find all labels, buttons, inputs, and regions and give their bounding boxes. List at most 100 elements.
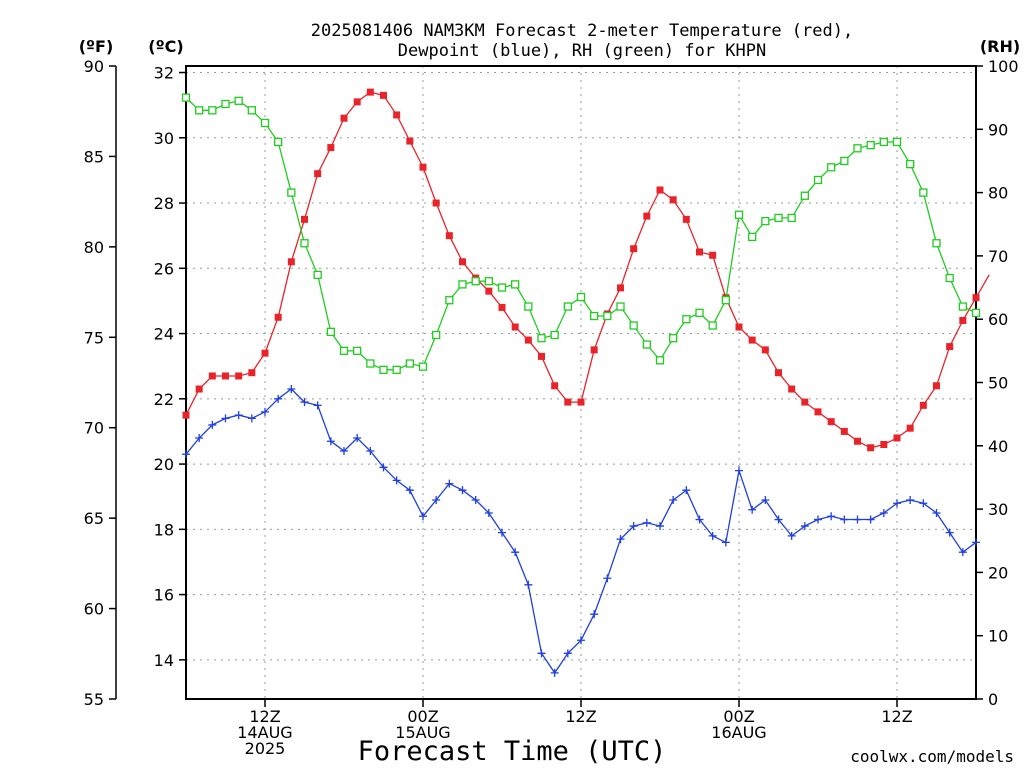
rh-tick-label: 10 — [988, 627, 1008, 646]
temperature-point — [775, 369, 782, 377]
temperature-point — [538, 352, 545, 360]
dewpoint-point — [221, 414, 230, 423]
temperature-point — [972, 294, 980, 302]
temperature-point — [432, 199, 440, 207]
dewpoint-point — [182, 450, 190, 459]
rh-point — [497, 283, 507, 292]
rh-point — [300, 239, 309, 248]
rh-point — [445, 296, 454, 305]
dewpoint-point — [735, 466, 743, 475]
rh-point — [932, 239, 941, 248]
temperature-point — [274, 313, 282, 321]
rh-point — [471, 277, 480, 286]
rh-point — [208, 106, 217, 115]
rh-point — [761, 216, 770, 226]
temperature-point — [222, 372, 229, 380]
dewpoint-point — [695, 515, 704, 524]
temperature-point — [577, 398, 585, 406]
dewpoint-point — [208, 420, 217, 429]
dewpoint-point — [590, 610, 599, 619]
temperature-point — [946, 343, 954, 351]
rh-point — [840, 156, 849, 166]
dewpoint-point — [721, 538, 730, 547]
rh-tick-label: 0 — [988, 690, 998, 709]
x-tick-label: 15AUG — [395, 723, 450, 742]
temperature-point — [919, 401, 927, 409]
temperature-point — [669, 196, 677, 204]
temperature-point — [959, 317, 967, 325]
dewpoint-point — [642, 518, 651, 527]
temperature-point — [867, 444, 875, 452]
temperature-point — [366, 88, 374, 96]
temperature-point — [445, 232, 453, 240]
temperature-point — [840, 427, 848, 435]
dewpoint-point — [195, 433, 204, 442]
fahrenheit-tick-label: 80 — [84, 238, 104, 257]
rh-tick-label: 20 — [988, 563, 1008, 582]
dewpoint-point — [563, 649, 572, 658]
dewpoint-point — [893, 499, 901, 508]
rh-point — [721, 296, 730, 305]
temperature-point — [301, 215, 308, 223]
dewpoint-point — [656, 522, 664, 531]
temperature-point — [419, 163, 427, 171]
dewpoint-point — [484, 509, 493, 518]
rh-point — [892, 137, 902, 147]
dewpoint-point — [814, 515, 822, 524]
rh-point — [919, 188, 928, 197]
dewpoint-point — [669, 495, 678, 504]
temperature-point — [682, 215, 690, 223]
temperature-point — [340, 114, 348, 122]
rh-point — [234, 96, 243, 105]
rh-point — [971, 308, 981, 318]
dewpoint-point — [379, 463, 388, 472]
temperature-point — [696, 248, 703, 256]
celsius-tick-label: 30 — [154, 129, 174, 148]
rh-point — [734, 210, 744, 219]
dewpoint-point — [550, 668, 559, 677]
rh-point — [563, 302, 572, 311]
temperature-point — [235, 372, 243, 380]
temperature-point — [801, 398, 809, 406]
fahrenheit-tick-label: 65 — [84, 509, 104, 528]
rh-point — [537, 334, 546, 343]
x-axis-title: Forecast Time (UTC) — [358, 736, 667, 767]
rh-point — [550, 330, 559, 340]
dewpoint-point — [748, 505, 757, 514]
dewpoint-point — [247, 414, 256, 423]
grid-lines — [186, 66, 976, 699]
temperature-point — [353, 98, 361, 106]
x-tick-label: 00Z — [407, 707, 438, 726]
temperature-point — [208, 372, 216, 380]
rh-point — [432, 330, 441, 340]
fahrenheit-tick-label: 60 — [84, 600, 104, 619]
temperature-point — [854, 437, 861, 445]
celsius-tick-label: 22 — [154, 390, 174, 409]
dewpoint-point — [787, 531, 796, 540]
rh-point — [313, 270, 322, 280]
dewpoint-point — [419, 512, 427, 521]
dewpoint-point — [353, 433, 362, 442]
dewpoint-point — [972, 538, 980, 547]
temperature-point — [893, 434, 901, 442]
temperature-point — [248, 369, 256, 377]
temperature-point — [933, 382, 940, 390]
temperature-point — [630, 245, 638, 253]
rh-point — [629, 321, 638, 330]
temperature-point — [459, 258, 466, 266]
celsius-tick-label: 24 — [154, 325, 174, 344]
dewpoint-point — [445, 479, 454, 488]
temperature-point — [261, 349, 269, 357]
temperature-point — [393, 111, 401, 119]
dewpoint-point — [603, 574, 612, 583]
rh-point — [787, 213, 796, 223]
dewpoint-point — [274, 394, 283, 403]
celsius-tick-label: 18 — [154, 520, 174, 539]
rh-point — [695, 308, 704, 318]
dewpoint-point — [524, 580, 533, 589]
temperature-series — [182, 88, 990, 452]
temperature-point — [182, 411, 190, 419]
temperature-point — [656, 186, 664, 194]
temperature-point — [498, 303, 506, 311]
rh-point — [511, 280, 520, 289]
